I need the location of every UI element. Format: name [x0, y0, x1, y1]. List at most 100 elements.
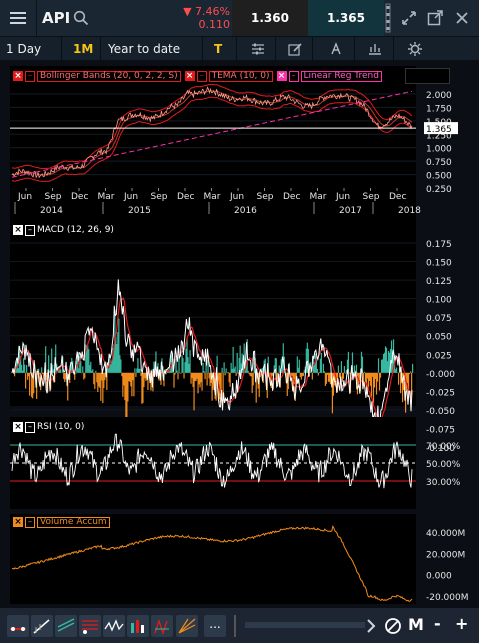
- draw-icon[interactable]: [287, 41, 303, 57]
- mini-scrollbar[interactable]: [385, 3, 391, 33]
- range-1m-button[interactable]: 1M: [73, 42, 94, 56]
- x-axis-month-label: Mar: [204, 192, 221, 202]
- macd-histogram-bar: [239, 345, 241, 373]
- bollinger-lower-line: [11, 96, 413, 183]
- compare-icon[interactable]: [367, 41, 383, 57]
- macd-histogram-bar: [407, 372, 410, 398]
- collapse-icon[interactable]: –: [25, 517, 35, 528]
- collapse-icon[interactable]: –: [196, 71, 207, 82]
- macd-legend-label[interactable]: MACD (12, 26, 9): [37, 225, 114, 235]
- zoom-out-button[interactable]: -: [434, 614, 441, 633]
- macd-histogram-bar: [322, 363, 324, 373]
- bid-button[interactable]: 1.360: [232, 0, 308, 36]
- remove-volume-icon[interactable]: ×: [13, 517, 23, 527]
- popout-icon[interactable]: [426, 9, 444, 27]
- macd-histogram-bar: [214, 372, 216, 399]
- macd-histogram-bar: [67, 372, 69, 401]
- macd-histogram-bar: [18, 368, 20, 373]
- macd-axis-tick: -0.025: [426, 388, 455, 398]
- crosshair-value-box: [405, 68, 450, 84]
- settings-icon[interactable]: [407, 41, 423, 57]
- collapse-icon[interactable]: –: [25, 71, 35, 82]
- period-select[interactable]: Year to date: [108, 42, 181, 56]
- pattern-icon[interactable]: [151, 615, 173, 637]
- bars-icon[interactable]: [127, 615, 149, 637]
- x-axis-month-label: Sep: [257, 192, 274, 202]
- macd-histogram-bar: [325, 372, 327, 384]
- volume-panel[interactable]: [10, 514, 416, 604]
- macd-histogram-bar: [326, 372, 328, 375]
- macd-histogram-bar: [122, 372, 124, 397]
- macd-axis-tick: 0.075: [426, 314, 452, 324]
- bottom-toolbar: ... M - +: [0, 608, 479, 643]
- macd-histogram-bar: [128, 372, 130, 382]
- remove-macd-icon[interactable]: ×: [13, 225, 23, 235]
- trendline-icon[interactable]: [31, 615, 53, 637]
- bollinger-legend-label[interactable]: Bollinger Bands (20, 0, 2, 2, S): [37, 71, 181, 82]
- search-icon[interactable]: [73, 10, 89, 26]
- collapse-icon[interactable]: –: [288, 71, 299, 82]
- collapse-icon[interactable]: –: [25, 422, 35, 433]
- menu-button[interactable]: [0, 0, 37, 36]
- remove-tema-icon[interactable]: ×: [184, 71, 195, 81]
- zoom-in-button[interactable]: +: [455, 614, 469, 633]
- timeline-scrollbar[interactable]: [245, 622, 365, 628]
- macd-histogram-bar: [224, 372, 226, 376]
- annotation-icon[interactable]: [328, 41, 344, 57]
- macd-axis-tick: 0.150: [426, 259, 452, 269]
- remove-bollinger-icon[interactable]: ×: [13, 71, 23, 81]
- symbol-label[interactable]: API: [42, 9, 71, 27]
- macd-histogram-bar: [320, 352, 322, 373]
- macd-histogram-bar: [132, 372, 134, 381]
- macd-histogram-bar: [82, 366, 84, 373]
- more-tools-button[interactable]: ...: [204, 615, 226, 637]
- gann-icon[interactable]: [176, 615, 198, 637]
- close-icon[interactable]: [453, 9, 471, 27]
- macd-histogram-bar: [231, 369, 233, 373]
- macd-histogram-bar: [200, 372, 202, 383]
- macd-histogram-bar: [142, 372, 144, 404]
- remove-rsi-icon[interactable]: ×: [13, 422, 23, 432]
- tema-legend-label[interactable]: TEMA (10, 0): [208, 71, 273, 82]
- macd-histogram-bar: [97, 372, 99, 393]
- macd-histogram-bar: [391, 352, 394, 373]
- rsi-line: [11, 433, 413, 489]
- macd-histogram-bar: [116, 344, 118, 373]
- ask-button[interactable]: 1.365: [308, 0, 384, 36]
- scroll-handle[interactable]: [232, 615, 238, 637]
- macd-histogram-bar: [95, 370, 97, 373]
- macd-histogram-bar: [358, 372, 361, 381]
- macd-histogram-bar: [42, 372, 44, 375]
- x-axis-month-label: Mar: [310, 192, 327, 202]
- linreg-legend-label[interactable]: Linear Reg Trend: [300, 71, 382, 82]
- macd-histogram-bar: [93, 372, 95, 385]
- macd-histogram-bar: [29, 372, 31, 396]
- volume-axis-tick: 0.000: [426, 572, 452, 582]
- price-panel[interactable]: [10, 66, 416, 244]
- top-bar: API ▼ 7.46% 0.110 1.360 1.365: [0, 0, 479, 36]
- indicators-icon[interactable]: [250, 41, 266, 57]
- macd-histogram-bar: [99, 372, 101, 388]
- reset-zoom-icon[interactable]: [384, 617, 402, 635]
- wave-icon[interactable]: [103, 615, 125, 637]
- macd-axis-tick: 0.125: [426, 277, 452, 287]
- fib-icon[interactable]: [79, 615, 101, 637]
- interval-select[interactable]: 1 Day: [6, 42, 42, 56]
- collapse-icon[interactable]: –: [25, 225, 35, 236]
- macd-histogram-bar: [140, 372, 142, 376]
- channel-icon[interactable]: [55, 615, 77, 637]
- macd-histogram-bar: [92, 369, 94, 373]
- expand-icon[interactable]: [400, 9, 418, 27]
- m-button[interactable]: M: [408, 615, 424, 634]
- volume-legend-label[interactable]: Volume Accum: [37, 517, 110, 528]
- rsi-legend-label[interactable]: RSI (10, 0): [37, 422, 85, 432]
- macd-histogram-bar: [385, 347, 388, 373]
- macd-histogram-bar: [252, 372, 254, 386]
- chart-type-button[interactable]: T: [214, 42, 223, 56]
- macd-histogram-bar: [412, 363, 414, 373]
- chevron-right-icon[interactable]: [365, 618, 377, 634]
- remove-linreg-icon[interactable]: ×: [276, 71, 287, 81]
- chart-canvas[interactable]: Jun Sep Dec Mar Jun Sep Dec Mar Jun Sep Dec Mar Jun S…: [0, 60, 479, 608]
- chart-style-icon[interactable]: [7, 615, 29, 637]
- macd-histogram-bar: [383, 352, 386, 373]
